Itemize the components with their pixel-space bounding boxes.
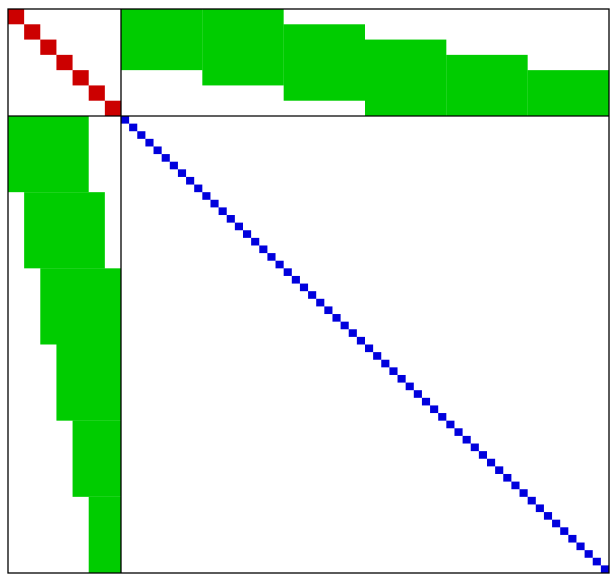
diagonal-entry-large — [462, 435, 471, 444]
diagonal-entry-large — [487, 458, 496, 467]
diagonal-entry-large — [592, 557, 601, 566]
diagonal-entry-small — [40, 39, 57, 55]
diagonal-entry-large — [454, 428, 463, 436]
diagonal-entry-large — [576, 542, 585, 551]
diagonal-entry-large — [177, 169, 187, 177]
diagonal-entry-large — [397, 374, 406, 383]
diagonal-entry-large — [389, 367, 398, 375]
diagonal-entry-large — [161, 154, 170, 162]
diagonal-entry-large — [381, 359, 390, 368]
diagonal-entry-large — [324, 306, 333, 315]
coupling-block-top-3 — [365, 39, 447, 116]
diagonal-entry-small — [56, 54, 73, 71]
diagonal-entry-large — [332, 314, 341, 322]
diagonal-entry-small — [24, 24, 41, 40]
block-borders — [7, 8, 610, 574]
diagonal-entry-large — [186, 176, 195, 185]
coupling-block-left-5 — [88, 496, 121, 573]
diagonal-entry-large — [511, 481, 520, 490]
diagonal-entry-small — [104, 100, 121, 116]
diagonal-entry-large — [153, 146, 162, 155]
coupling-block-top-5 — [527, 70, 609, 116]
diagonal-entry-small — [72, 70, 89, 86]
diagonal-entry-large — [438, 413, 447, 421]
coupling-block-left-2 — [40, 268, 121, 345]
diagonal-entry-large — [259, 245, 268, 254]
diagonal-entry-large — [316, 298, 325, 307]
diagonal-entry-large — [169, 161, 178, 170]
diagonal-entry-large — [202, 192, 211, 200]
diagonal-entry-large — [365, 344, 374, 353]
diagonal-entry-large — [234, 222, 243, 231]
coupling-block-left-4 — [72, 420, 121, 497]
coupling-block-top-0 — [121, 9, 203, 71]
diagonal-entry-large — [552, 519, 561, 528]
diagonal-entry-large — [527, 496, 536, 505]
diagonal-entry-large — [275, 260, 284, 269]
diagonal-entry-small — [88, 85, 105, 101]
diagonal-entry-large — [543, 512, 553, 520]
diagonal-entry-large — [421, 397, 431, 406]
coupling-block-left-1 — [24, 192, 105, 269]
diagonal-entry-large — [299, 283, 309, 292]
diagonal-entry-large — [568, 534, 577, 543]
coupling-block-left-0 — [8, 116, 89, 193]
diagonal-entry-large — [560, 527, 569, 535]
diagonal-entry-large — [478, 451, 487, 459]
diagonal-entry-large — [470, 443, 479, 452]
outer-border — [7, 8, 610, 574]
diagonal-entry-large — [243, 230, 252, 238]
coupling-block-top-1 — [202, 9, 284, 86]
coupling-block-top-2 — [283, 24, 365, 101]
diagonal-entry-large — [584, 550, 593, 558]
diagonal-entry-large — [226, 215, 235, 223]
diagonal-entry-large — [430, 405, 439, 414]
diagonal-entry-large — [291, 275, 300, 284]
diagonal-entry-large — [267, 253, 276, 261]
diagonal-entry-large — [535, 504, 544, 513]
diagonal-entry-large — [121, 116, 130, 124]
diagonal-entry-large — [129, 123, 138, 132]
coupling-block-left-3 — [56, 344, 121, 421]
diagonal-entry-large — [251, 237, 260, 246]
diagonal-entry-large — [137, 131, 146, 139]
matrix-cells — [8, 9, 609, 573]
diagonal-entry-large — [600, 565, 609, 573]
diagonal-entry-large — [145, 138, 154, 147]
diagonal-entry-large — [373, 352, 382, 360]
diagonal-entry-large — [446, 420, 455, 429]
diagonal-entry-large — [495, 466, 504, 474]
diagonal-entry-large — [503, 473, 512, 482]
diagonal-entry-large — [519, 489, 528, 497]
diagonal-entry-large — [218, 207, 227, 216]
diagonal-entry-large — [340, 321, 349, 330]
diagonal-entry-large — [210, 199, 219, 208]
diagonal-entry-small — [8, 9, 25, 25]
diagonal-entry-large — [348, 329, 357, 337]
diagonal-entry-large — [405, 382, 414, 391]
diagonal-entry-large — [356, 336, 365, 345]
diagonal-entry-large — [194, 184, 203, 193]
diagonal-entry-large — [308, 291, 317, 299]
diagonal-entry-large — [283, 268, 292, 276]
coupling-block-top-4 — [446, 54, 528, 116]
diagonal-entry-large — [413, 390, 422, 398]
